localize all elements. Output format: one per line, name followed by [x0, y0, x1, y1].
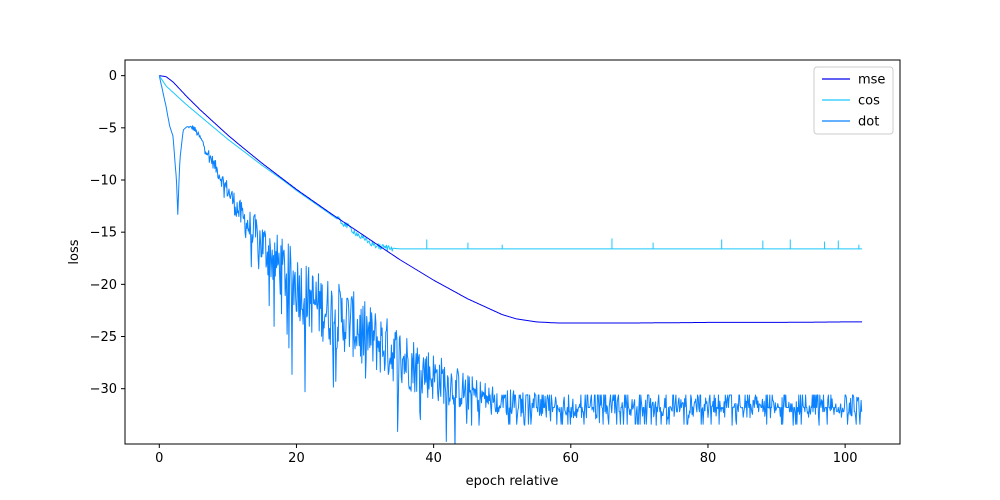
x-tick-label: 80: [700, 451, 717, 466]
legend-label-mse: mse: [858, 73, 885, 88]
x-axis-label: epoch relative: [466, 474, 559, 489]
legend-box: [813, 66, 894, 135]
y-tick-label: −15: [90, 226, 117, 241]
series-layer: [158, 75, 863, 444]
series-line-cos: [158, 75, 863, 252]
legend-label-cos: cos: [858, 94, 880, 109]
x-axis: 0 20 40 60 80 100: [155, 444, 858, 466]
y-tick-label: −5: [98, 121, 117, 136]
y-tick-label: −25: [90, 330, 117, 345]
plot-area: [124, 59, 901, 445]
x-tick-label: 60: [563, 451, 580, 466]
y-axis-label: loss: [67, 239, 82, 264]
y-tick-label: −10: [90, 174, 117, 189]
plot-frame: [124, 59, 901, 445]
y-tick-label: 0: [109, 69, 117, 84]
x-tick-label: 0: [155, 451, 163, 466]
x-tick-label: 20: [288, 451, 305, 466]
legend: mse cos dot: [813, 66, 894, 135]
y-tick-label: −30: [90, 382, 117, 397]
legend-label-dot: dot: [858, 115, 879, 130]
series-line-dot: [158, 75, 863, 444]
y-axis: 0 −5 −10 −15 −20 −25 −30: [90, 69, 125, 397]
x-tick-label: 40: [425, 451, 442, 466]
series-line-mse: [159, 75, 863, 324]
x-tick-label: 100: [833, 451, 858, 466]
y-tick-label: −20: [90, 278, 117, 293]
